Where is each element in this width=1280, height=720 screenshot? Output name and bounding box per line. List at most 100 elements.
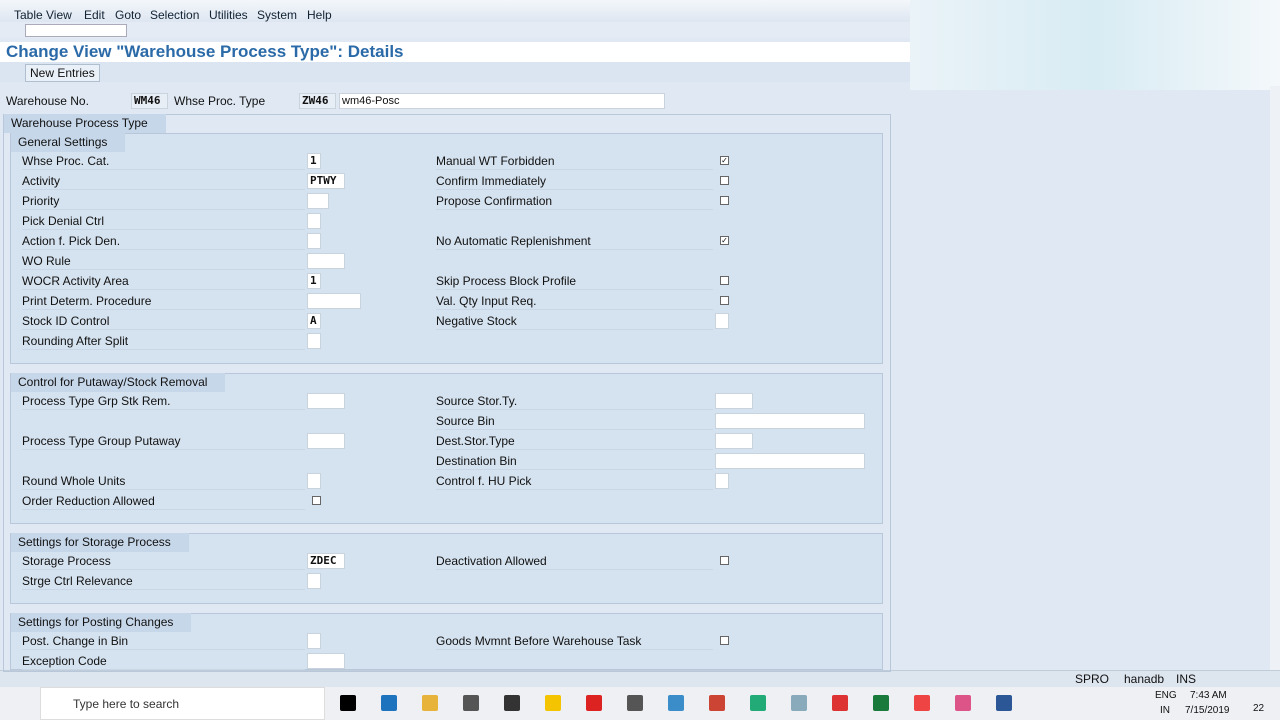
input-field[interactable] [307, 433, 345, 449]
field-label: Exception Code [22, 653, 305, 670]
input-field[interactable] [307, 333, 321, 349]
taskbar-icon[interactable] [791, 695, 807, 711]
menu-item[interactable]: Goto [115, 8, 142, 22]
checkbox[interactable] [720, 296, 729, 305]
group-title: General Settings [11, 133, 126, 152]
checkbox[interactable] [720, 276, 729, 285]
input-field[interactable] [307, 393, 345, 409]
input-field[interactable] [715, 393, 753, 409]
blurred-area [910, 0, 1280, 90]
field-label: Control f. HU Pick [436, 473, 713, 490]
input-field[interactable]: PTWY [307, 173, 345, 189]
menu-item[interactable]: System [257, 8, 298, 22]
menu-item[interactable]: Edit [84, 8, 105, 22]
field-label: Process Type Group Putaway [22, 433, 305, 450]
application-toolbar [0, 62, 910, 82]
section-title: Warehouse Process Type [4, 114, 166, 133]
input-field[interactable] [715, 453, 865, 469]
clock-time: 7:43 AM [1190, 690, 1227, 701]
input-field[interactable] [715, 433, 753, 449]
taskbar-icon[interactable] [955, 695, 971, 711]
field-label: Pick Denial Ctrl [22, 213, 305, 230]
field-label: Propose Confirmation [436, 193, 713, 210]
checkbox[interactable]: ✓ [720, 156, 729, 165]
field-label: Print Determ. Procedure [22, 293, 305, 310]
group-title: Settings for Storage Process [11, 533, 189, 552]
menu-bar [0, 0, 910, 22]
field-label: Priority [22, 193, 305, 210]
field-label: WO Rule [22, 253, 305, 270]
input-field[interactable] [307, 473, 321, 489]
field-label: Storage Process [22, 553, 305, 570]
taskbar-icon[interactable] [750, 695, 766, 711]
checkbox[interactable] [720, 196, 729, 205]
taskbar-icon[interactable] [504, 695, 520, 711]
taskbar-icon[interactable] [832, 695, 848, 711]
taskbar-icon[interactable] [627, 695, 643, 711]
menu-item[interactable]: Selection [150, 8, 200, 22]
input-field[interactable] [715, 473, 729, 489]
command-field[interactable] [25, 24, 127, 37]
field-label: Val. Qty Input Req. [436, 293, 713, 310]
taskbar-icon[interactable] [381, 695, 397, 711]
notification-count[interactable]: 22 [1253, 703, 1265, 714]
taskbar-icon[interactable] [463, 695, 479, 711]
taskbar [0, 687, 1280, 720]
field-label: Whse Proc. Cat. [22, 153, 305, 170]
taskbar-icon[interactable] [340, 695, 356, 711]
search-text: Type here to search [73, 697, 180, 711]
input-field[interactable] [307, 573, 321, 589]
input-field[interactable]: A [307, 313, 321, 329]
taskbar-icon[interactable] [668, 695, 684, 711]
label: Whse Proc. Type [174, 94, 266, 108]
field-label: Order Reduction Allowed [22, 493, 305, 510]
field-label: Round Whole Units [22, 473, 305, 490]
field-label: No Automatic Replenishment [436, 233, 713, 250]
group-title: Control for Putaway/Stock Removal [11, 373, 226, 392]
field-label: Activity [22, 173, 305, 190]
input-field[interactable] [307, 233, 321, 249]
scrollbar[interactable] [1270, 86, 1280, 670]
taskbar-icon[interactable] [873, 695, 889, 711]
field-label: Rounding After Split [22, 333, 305, 350]
field-label: Skip Process Block Profile [436, 273, 713, 290]
checkbox[interactable]: ✓ [720, 236, 729, 245]
input-field[interactable] [307, 293, 361, 309]
input-field[interactable]: 1 [307, 153, 321, 169]
input-field[interactable] [307, 213, 321, 229]
taskbar-icon[interactable] [996, 695, 1012, 711]
status-text: hanadb [1124, 672, 1165, 686]
taskbar-icon[interactable] [586, 695, 602, 711]
taskbar-icon[interactable] [709, 695, 725, 711]
input-field[interactable]: ZDEC [307, 553, 345, 569]
input-field[interactable]: 1 [307, 273, 321, 289]
menu-item[interactable]: Utilities [209, 8, 248, 22]
search-box[interactable] [40, 687, 325, 720]
taskbar-icon[interactable] [545, 695, 561, 711]
checkbox[interactable] [720, 176, 729, 185]
field-label: Stock ID Control [22, 313, 305, 330]
checkbox[interactable] [720, 556, 729, 565]
input-field[interactable] [715, 413, 865, 429]
input-field[interactable] [307, 193, 329, 209]
field: WM46 [131, 93, 168, 109]
tray-text: ENG [1155, 690, 1177, 701]
input-field[interactable] [307, 633, 321, 649]
field-label: Dest.Stor.Type [436, 433, 713, 450]
checkbox[interactable] [312, 496, 321, 505]
menu-item[interactable]: Help [307, 8, 332, 22]
field-label: Goods Mvmnt Before Warehouse Task [436, 633, 713, 650]
input-field[interactable] [307, 653, 345, 669]
field-label: Post. Change in Bin [22, 633, 305, 650]
field: wm46-Posc [339, 93, 665, 109]
input-field[interactable] [307, 253, 345, 269]
input-field[interactable] [715, 313, 729, 329]
taskbar-icon[interactable] [422, 695, 438, 711]
field-label: WOCR Activity Area [22, 273, 305, 290]
menu-item[interactable]: Table View [14, 8, 72, 22]
checkbox[interactable] [720, 636, 729, 645]
field-label: Source Stor.Ty. [436, 393, 713, 410]
taskbar-icon[interactable] [914, 695, 930, 711]
new-entries-button[interactable]: New Entries [25, 64, 100, 82]
